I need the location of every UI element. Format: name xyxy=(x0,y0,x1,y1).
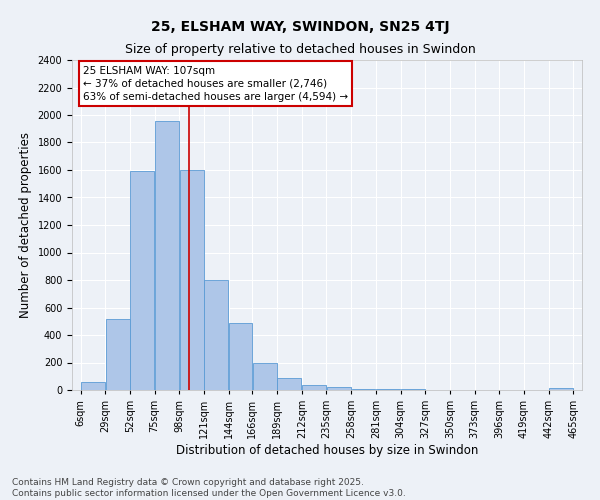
Bar xyxy=(302,384,326,390)
Bar xyxy=(130,172,154,390)
Bar xyxy=(253,362,277,390)
Bar xyxy=(327,386,351,390)
Title: 25, ELSHAM WAY, SWINDON, SN25 4TJ
Size of property relative to detached houses i: 25, ELSHAM WAY, SWINDON, SN25 4TJ Size o… xyxy=(0,499,1,500)
Text: Contains HM Land Registry data © Crown copyright and database right 2025.
Contai: Contains HM Land Registry data © Crown c… xyxy=(12,478,406,498)
Bar xyxy=(352,388,376,390)
Bar xyxy=(106,318,130,390)
Bar xyxy=(155,120,179,390)
X-axis label: Distribution of detached houses by size in Swindon: Distribution of detached houses by size … xyxy=(176,444,478,457)
Bar xyxy=(549,388,573,390)
Bar xyxy=(81,382,105,390)
Text: 25 ELSHAM WAY: 107sqm
← 37% of detached houses are smaller (2,746)
63% of semi-d: 25 ELSHAM WAY: 107sqm ← 37% of detached … xyxy=(83,66,348,102)
Bar xyxy=(205,280,229,390)
Text: 25, ELSHAM WAY, SWINDON, SN25 4TJ: 25, ELSHAM WAY, SWINDON, SN25 4TJ xyxy=(151,20,449,34)
Bar xyxy=(229,322,252,390)
Y-axis label: Number of detached properties: Number of detached properties xyxy=(19,132,32,318)
Bar xyxy=(180,170,203,390)
Bar xyxy=(277,378,301,390)
Text: Size of property relative to detached houses in Swindon: Size of property relative to detached ho… xyxy=(125,42,475,56)
